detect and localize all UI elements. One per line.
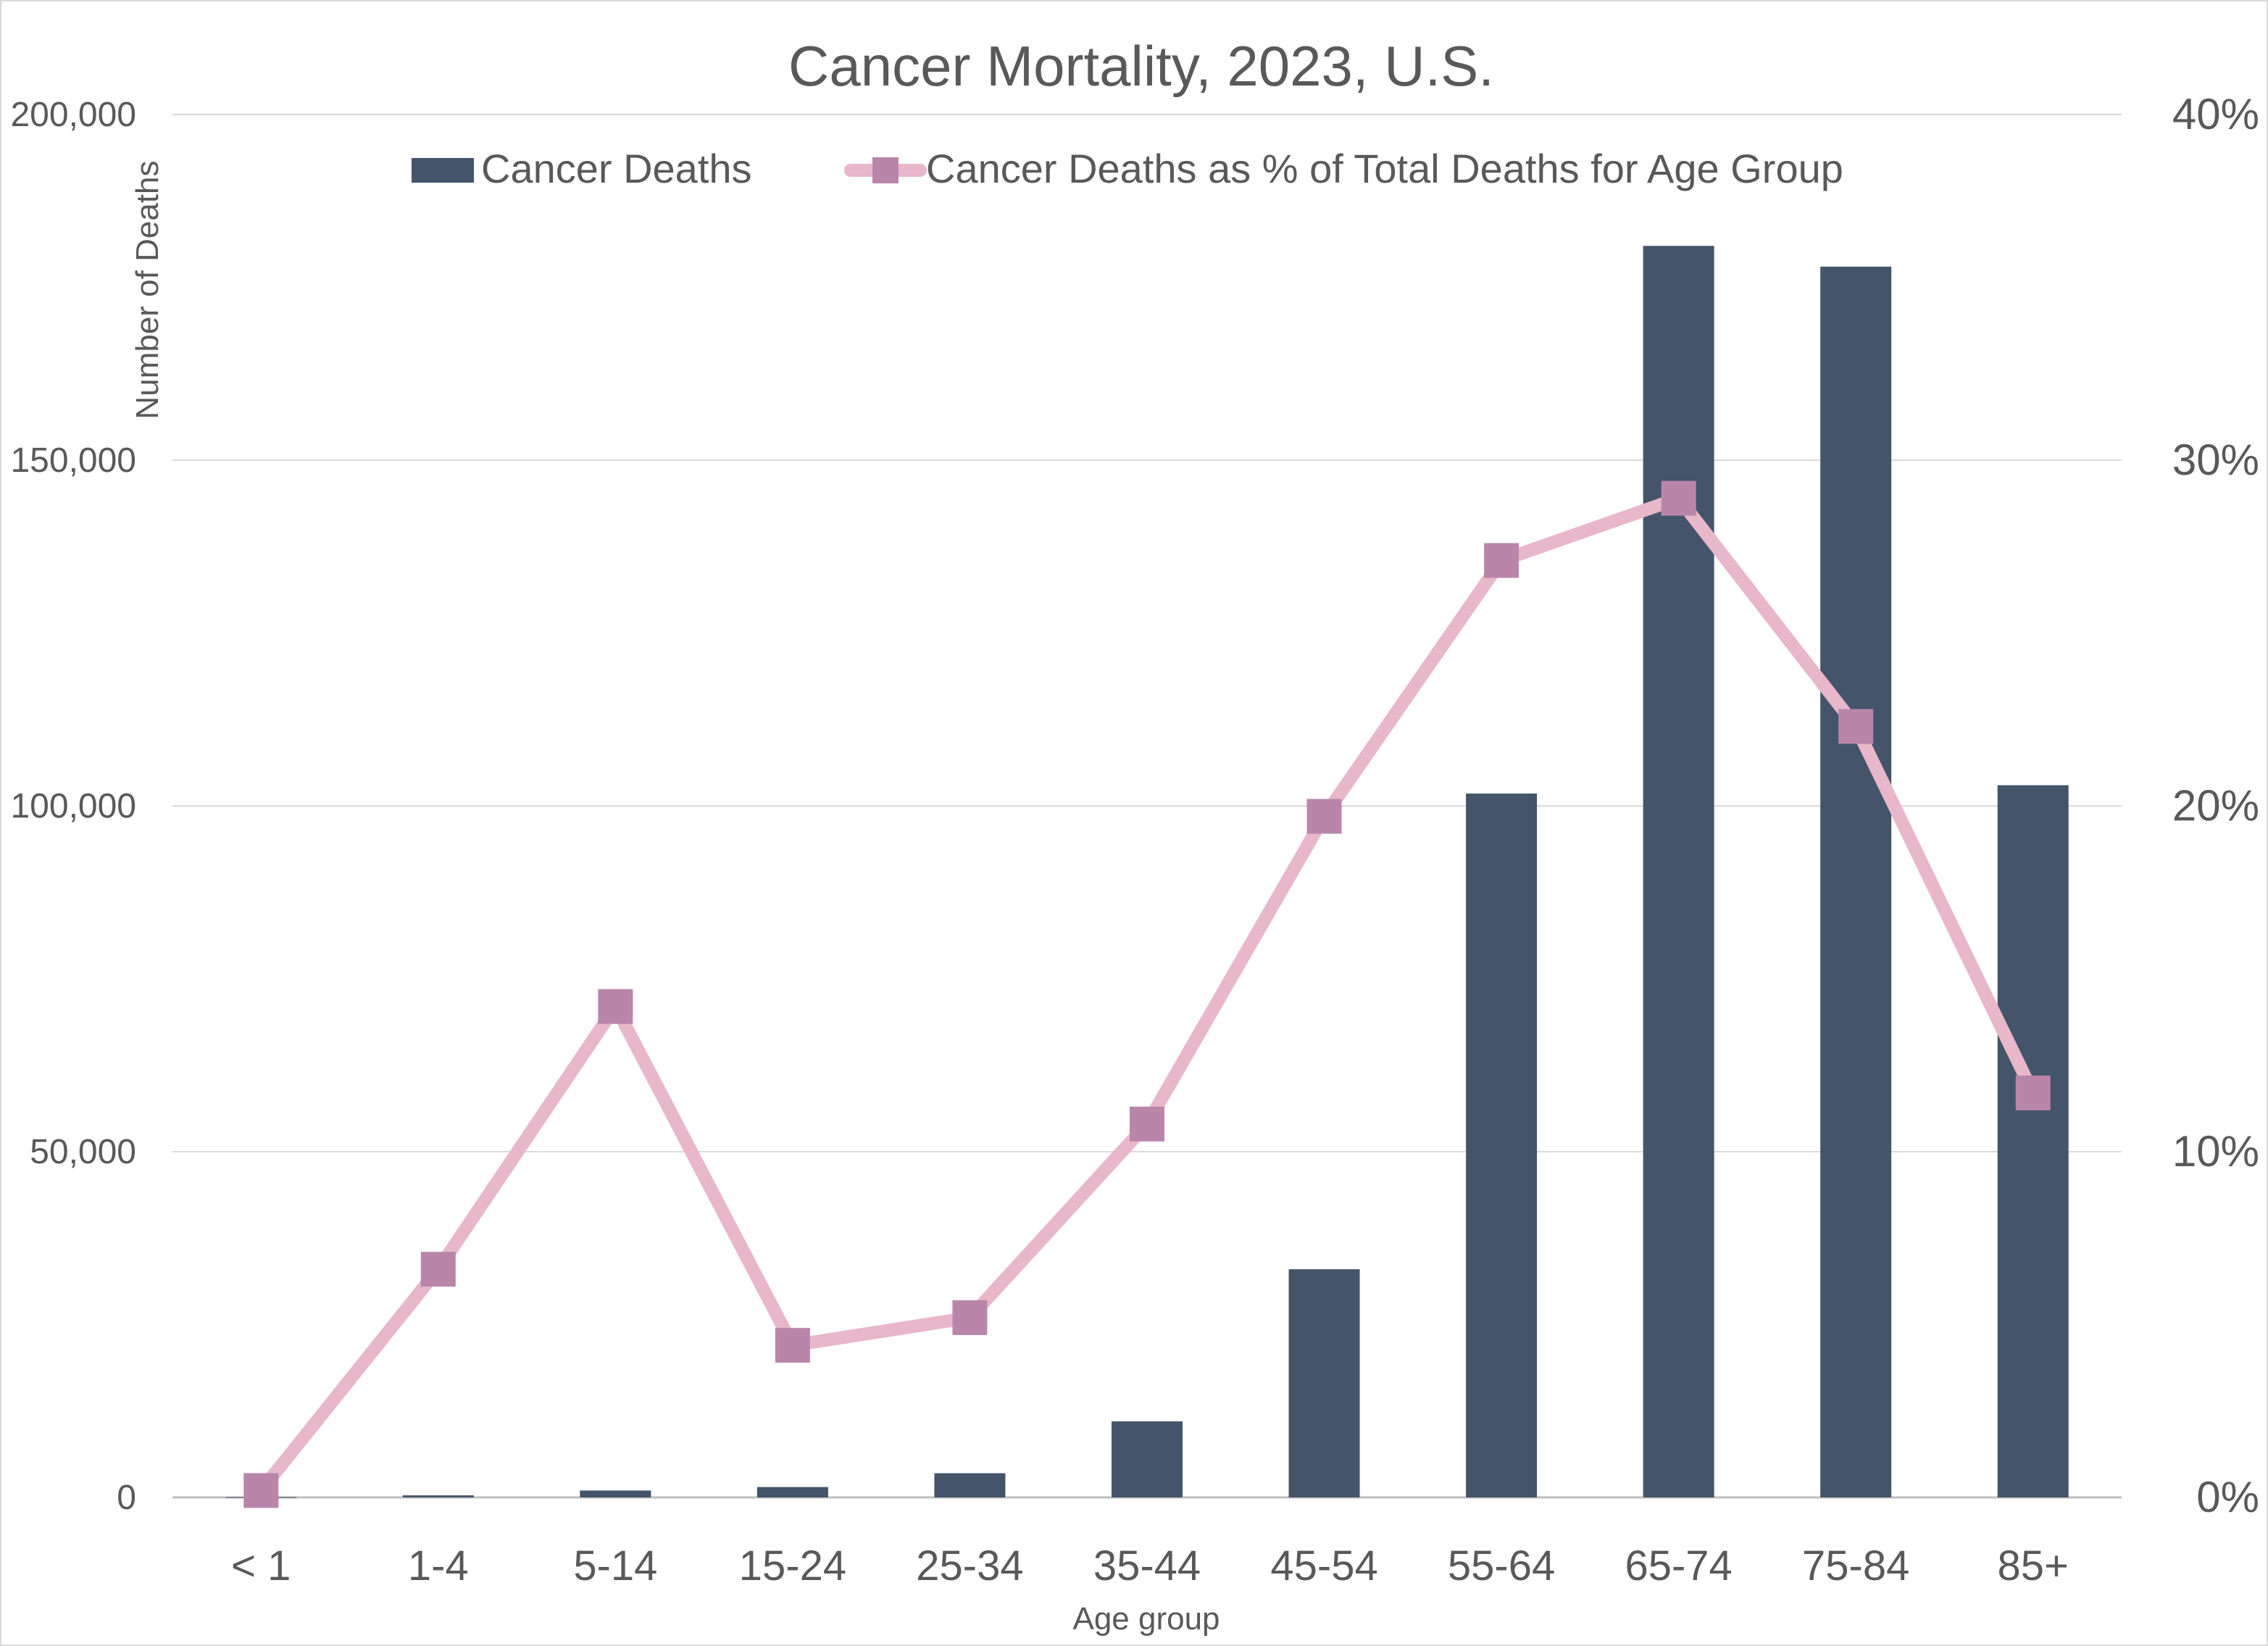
y-tick-label: 50,000 [30,1133,136,1171]
x-tick-label: 85+ [1998,1542,2069,1589]
y-tick-label: 150,000 [10,441,136,480]
bar-14 [402,1495,474,1497]
x-axis-title: Age group [1072,1601,1220,1637]
percent-marker [1306,799,1342,834]
x-tick-label: 75-84 [1802,1542,1909,1589]
bar-3544 [1112,1421,1183,1497]
y-tick-label: 100,000 [10,787,136,826]
percent-marker [1130,1106,1164,1142]
bar-7584 [1820,266,1892,1497]
axis-ticks: 0 50,000 100,000 150,000 200,000 0% 10% 20% 30% 4… [10,90,2259,1589]
percent-marker [775,1328,810,1363]
y-tick-label: 0 [117,1479,136,1517]
x-tick-label: 55-64 [1448,1542,1555,1589]
bar-85+ [1997,785,2069,1497]
percent-marker [420,1252,456,1287]
bar-6574 [1643,246,1714,1497]
percent-marker [1838,709,1874,744]
y-tick-label: 200,000 [10,96,136,134]
legend-swatch-bar [412,158,474,183]
legend-swatch-marker [872,157,899,183]
legend-label-percent: Cancer Deaths as % of Total Deaths for A… [926,146,1843,191]
x-tick-label: 5-14 [573,1542,657,1589]
x-tick-label: < 1 [231,1542,291,1589]
percent-marker [1484,543,1519,578]
percent-marker [598,989,633,1024]
percent-marker [952,1300,988,1335]
y-axis-title: Number of Deaths [130,160,165,419]
bar-514 [580,1490,651,1497]
y2-tick-label: 0% [2196,1473,2259,1521]
y2-tick-label: 10% [2172,1127,2259,1176]
bar-5564 [1466,793,1538,1497]
x-tick-label: 65-74 [1625,1542,1732,1589]
percent-marker [1661,481,1696,516]
y2-tick-label: 40% [2172,90,2259,138]
chart-title: Cancer Mortality, 2023, U.S. [788,34,1494,98]
y2-tick-label: 20% [2172,781,2259,830]
bar-1524 [756,1487,828,1497]
legend: Cancer Deaths Cancer Deaths as % of Tota… [412,146,1843,191]
x-tick-label: 1-4 [408,1542,469,1589]
bar-2534 [934,1473,1006,1497]
line-series [243,481,2051,1508]
percent-line [254,491,2040,1497]
x-tick-label: 15-24 [739,1542,846,1589]
bar-series [225,246,2069,1498]
percent-marker [2015,1075,2051,1110]
x-tick-label: 25-34 [916,1542,1023,1589]
bar-4554 [1288,1269,1360,1497]
y2-tick-label: 30% [2172,436,2259,484]
legend-label-cancer-deaths: Cancer Deaths [481,146,752,191]
x-tick-label: 45-54 [1270,1542,1377,1589]
percent-marker [243,1473,279,1508]
x-tick-label: 35-44 [1093,1542,1201,1589]
